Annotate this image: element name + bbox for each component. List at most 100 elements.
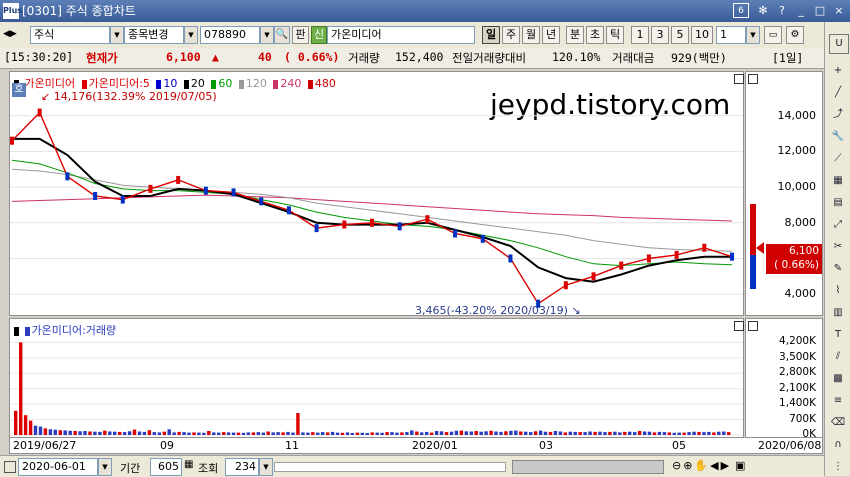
maximize-button[interactable]: □ bbox=[814, 4, 826, 17]
zigzag-icon[interactable]: ⌇ bbox=[835, 285, 841, 296]
period-minute-button[interactable]: 분 bbox=[566, 26, 584, 44]
volume-chart-panel[interactable]: 가온미디어:거래량 bbox=[9, 318, 744, 438]
window-number-button[interactable]: 6 bbox=[733, 3, 749, 18]
zoom-pan-icons[interactable]: ⊖⊕✋◀▶ bbox=[672, 459, 732, 472]
axis-max-icon[interactable] bbox=[748, 321, 758, 331]
line-tool-icon[interactable]: ╱ bbox=[834, 87, 842, 98]
settings-icon[interactable]: ⚙ bbox=[786, 26, 804, 44]
interval-count-dropdown-icon[interactable]: ▼ bbox=[746, 26, 760, 44]
volume-bar bbox=[127, 431, 132, 435]
legend-ma5[interactable]: 가온미디어:5 bbox=[88, 77, 150, 90]
volume-bar bbox=[657, 431, 662, 435]
scroll-left-right-icon[interactable]: ◀▶ bbox=[3, 29, 17, 39]
more-tools-icon[interactable]: ⋮ bbox=[833, 461, 843, 472]
period-day-button[interactable]: 일 bbox=[482, 26, 500, 44]
interval-count-input[interactable]: 1 bbox=[716, 26, 746, 44]
period-checkbox[interactable] bbox=[4, 461, 16, 473]
trend-tool-icon[interactable]: ⤴ bbox=[833, 109, 843, 120]
period-input[interactable]: 605 bbox=[150, 458, 182, 476]
volume-bar bbox=[593, 431, 597, 435]
price-point bbox=[591, 272, 596, 281]
code-change-select[interactable]: 종목변경 bbox=[124, 26, 184, 44]
stock-code-input[interactable]: 078890 bbox=[200, 26, 260, 44]
period-second-button[interactable]: 초 bbox=[586, 26, 604, 44]
fib-tool-icon[interactable]: ≡ bbox=[833, 395, 843, 406]
price-info-bar: [15:30:20] 현재가 6,100 ▲ 40 ( 0.66%) 거래량 1… bbox=[0, 48, 824, 69]
legend-square-icon bbox=[14, 326, 19, 336]
start-date-input[interactable]: 2020-06-01 bbox=[18, 458, 98, 476]
legend-ma20[interactable]: 20 bbox=[190, 77, 205, 90]
auto-icon[interactable]: ⤢ bbox=[834, 219, 842, 230]
volume-bar bbox=[19, 342, 23, 435]
scroll-thumb[interactable] bbox=[512, 460, 664, 474]
legend-ma60-square-icon bbox=[211, 79, 217, 89]
price-point bbox=[314, 224, 319, 233]
magnet-icon[interactable]: ∩ bbox=[834, 439, 842, 450]
code-dropdown-icon[interactable]: ▼ bbox=[260, 26, 274, 44]
volume-bar bbox=[479, 431, 483, 435]
volume-bar bbox=[672, 432, 676, 435]
legend-ma240[interactable]: 240 bbox=[280, 77, 302, 90]
fan-tool-icon[interactable]: ⫽ bbox=[835, 351, 841, 362]
volume-bar bbox=[73, 431, 77, 435]
settings-small-icon[interactable]: ▣ bbox=[735, 459, 746, 472]
bar-chart-icon[interactable]: ▥ bbox=[833, 307, 843, 318]
volume-bar bbox=[340, 432, 345, 435]
minimize-button[interactable]: _ bbox=[798, 4, 804, 17]
price-point bbox=[259, 197, 264, 206]
collapse-icon[interactable]: U bbox=[829, 34, 849, 54]
quote-marker[interactable]: 호 bbox=[12, 83, 26, 97]
new-badge[interactable]: 신 bbox=[311, 26, 327, 44]
legend-ma120[interactable]: 120 bbox=[245, 77, 267, 90]
search-icon[interactable]: 🔍 bbox=[274, 26, 290, 44]
add-tool-icon[interactable]: + bbox=[833, 65, 843, 76]
volume-bar bbox=[647, 431, 652, 435]
legend-ma480[interactable]: 480 bbox=[314, 77, 336, 90]
code-change-dropdown-icon[interactable]: ▼ bbox=[184, 26, 198, 44]
interval-5-button[interactable]: 5 bbox=[671, 26, 689, 44]
interval-3-button[interactable]: 3 bbox=[651, 26, 669, 44]
date-dropdown-icon[interactable]: ▼ bbox=[98, 458, 112, 476]
legend-stock[interactable]: 가온미디어 bbox=[24, 77, 76, 90]
chart-icon[interactable]: ▤ bbox=[833, 197, 843, 208]
period-year-button[interactable]: 년 bbox=[542, 26, 560, 44]
close-button[interactable]: × bbox=[834, 4, 844, 17]
price-chart-panel[interactable]: 가온미디어 가온미디어:5 10 20 60 120 240 480 호 jey… bbox=[9, 71, 744, 317]
query-dropdown-icon[interactable]: ▼ bbox=[259, 458, 273, 476]
period-week-button[interactable]: 주 bbox=[502, 26, 520, 44]
eraser-icon[interactable]: ⌫ bbox=[830, 417, 846, 428]
volume-bar bbox=[33, 425, 38, 435]
panel-max-icon[interactable] bbox=[734, 321, 744, 331]
grid-tool-icon[interactable]: ▩ bbox=[833, 373, 843, 384]
panel-max-icon[interactable] bbox=[734, 74, 744, 84]
help-icon[interactable]: ? bbox=[779, 4, 785, 17]
legend-ma10[interactable]: 10 bbox=[163, 77, 178, 90]
volume-bar bbox=[370, 432, 374, 435]
period-month-button[interactable]: 월 bbox=[522, 26, 540, 44]
query-icon[interactable]: ▦ bbox=[184, 459, 194, 470]
market-dropdown-icon[interactable]: ▼ bbox=[110, 26, 124, 44]
legend-ma60[interactable]: 60 bbox=[218, 77, 233, 90]
volume-value: 152,400 bbox=[395, 50, 444, 64]
pin-icon[interactable]: ✻ bbox=[758, 4, 768, 17]
volume-bar bbox=[717, 431, 721, 435]
measure-icon[interactable]: ⟋ bbox=[834, 153, 842, 164]
market-select[interactable]: 주식 bbox=[30, 26, 110, 44]
save-icon[interactable]: ▭ bbox=[764, 26, 782, 44]
text-tool-icon[interactable]: T bbox=[834, 329, 842, 340]
period-tick-button[interactable]: 틱 bbox=[606, 26, 624, 44]
price-point bbox=[425, 215, 430, 224]
wrench-icon[interactable]: 🔧 bbox=[831, 131, 845, 142]
interval-10-button[interactable]: 10 bbox=[691, 26, 713, 44]
interval-1-button[interactable]: 1 bbox=[631, 26, 649, 44]
scroll-track[interactable] bbox=[274, 462, 506, 472]
pencil-icon[interactable]: ✎ bbox=[833, 263, 843, 274]
legend-volume[interactable]: 가온미디어:거래량 bbox=[31, 324, 117, 337]
axis-max-icon[interactable] bbox=[748, 74, 758, 84]
x-tick: 11 bbox=[285, 439, 299, 452]
volume-bar bbox=[558, 431, 563, 435]
scissor-icon[interactable]: ✂ bbox=[833, 241, 843, 252]
query-count-input[interactable]: 234 bbox=[225, 458, 259, 476]
pan-button[interactable]: 판 bbox=[292, 26, 309, 44]
table-icon[interactable]: ▦ bbox=[833, 175, 843, 186]
